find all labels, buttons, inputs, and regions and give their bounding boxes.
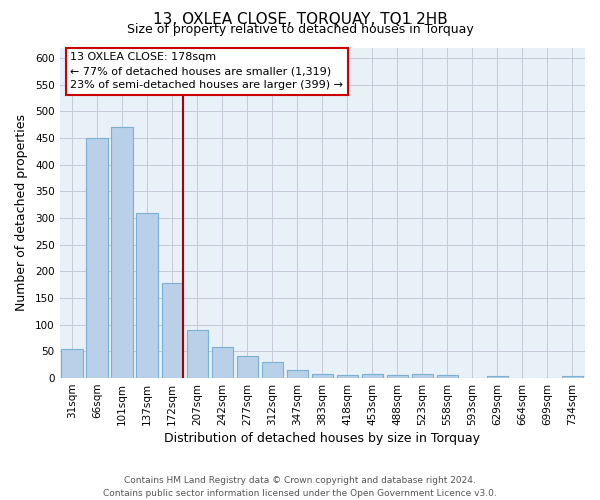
Y-axis label: Number of detached properties: Number of detached properties: [15, 114, 28, 312]
Bar: [337, 375, 358, 378]
Bar: [412, 374, 433, 378]
Bar: [187, 330, 208, 378]
Text: Size of property relative to detached houses in Torquay: Size of property relative to detached ho…: [127, 22, 473, 36]
Bar: [437, 376, 458, 378]
Text: 13, OXLEA CLOSE, TORQUAY, TQ1 2HB: 13, OXLEA CLOSE, TORQUAY, TQ1 2HB: [152, 12, 448, 28]
Bar: [262, 362, 283, 378]
Bar: [161, 283, 183, 378]
X-axis label: Distribution of detached houses by size in Torquay: Distribution of detached houses by size …: [164, 432, 480, 445]
Bar: [136, 213, 158, 378]
Bar: [236, 356, 258, 378]
Bar: [487, 376, 508, 378]
Bar: [112, 128, 133, 378]
Bar: [212, 347, 233, 378]
Bar: [61, 348, 83, 378]
Text: 13 OXLEA CLOSE: 178sqm
← 77% of detached houses are smaller (1,319)
23% of semi-: 13 OXLEA CLOSE: 178sqm ← 77% of detached…: [70, 52, 343, 90]
Bar: [362, 374, 383, 378]
Bar: [562, 376, 583, 378]
Text: Contains HM Land Registry data © Crown copyright and database right 2024.
Contai: Contains HM Land Registry data © Crown c…: [103, 476, 497, 498]
Bar: [311, 374, 333, 378]
Bar: [287, 370, 308, 378]
Bar: [86, 138, 108, 378]
Bar: [387, 376, 408, 378]
